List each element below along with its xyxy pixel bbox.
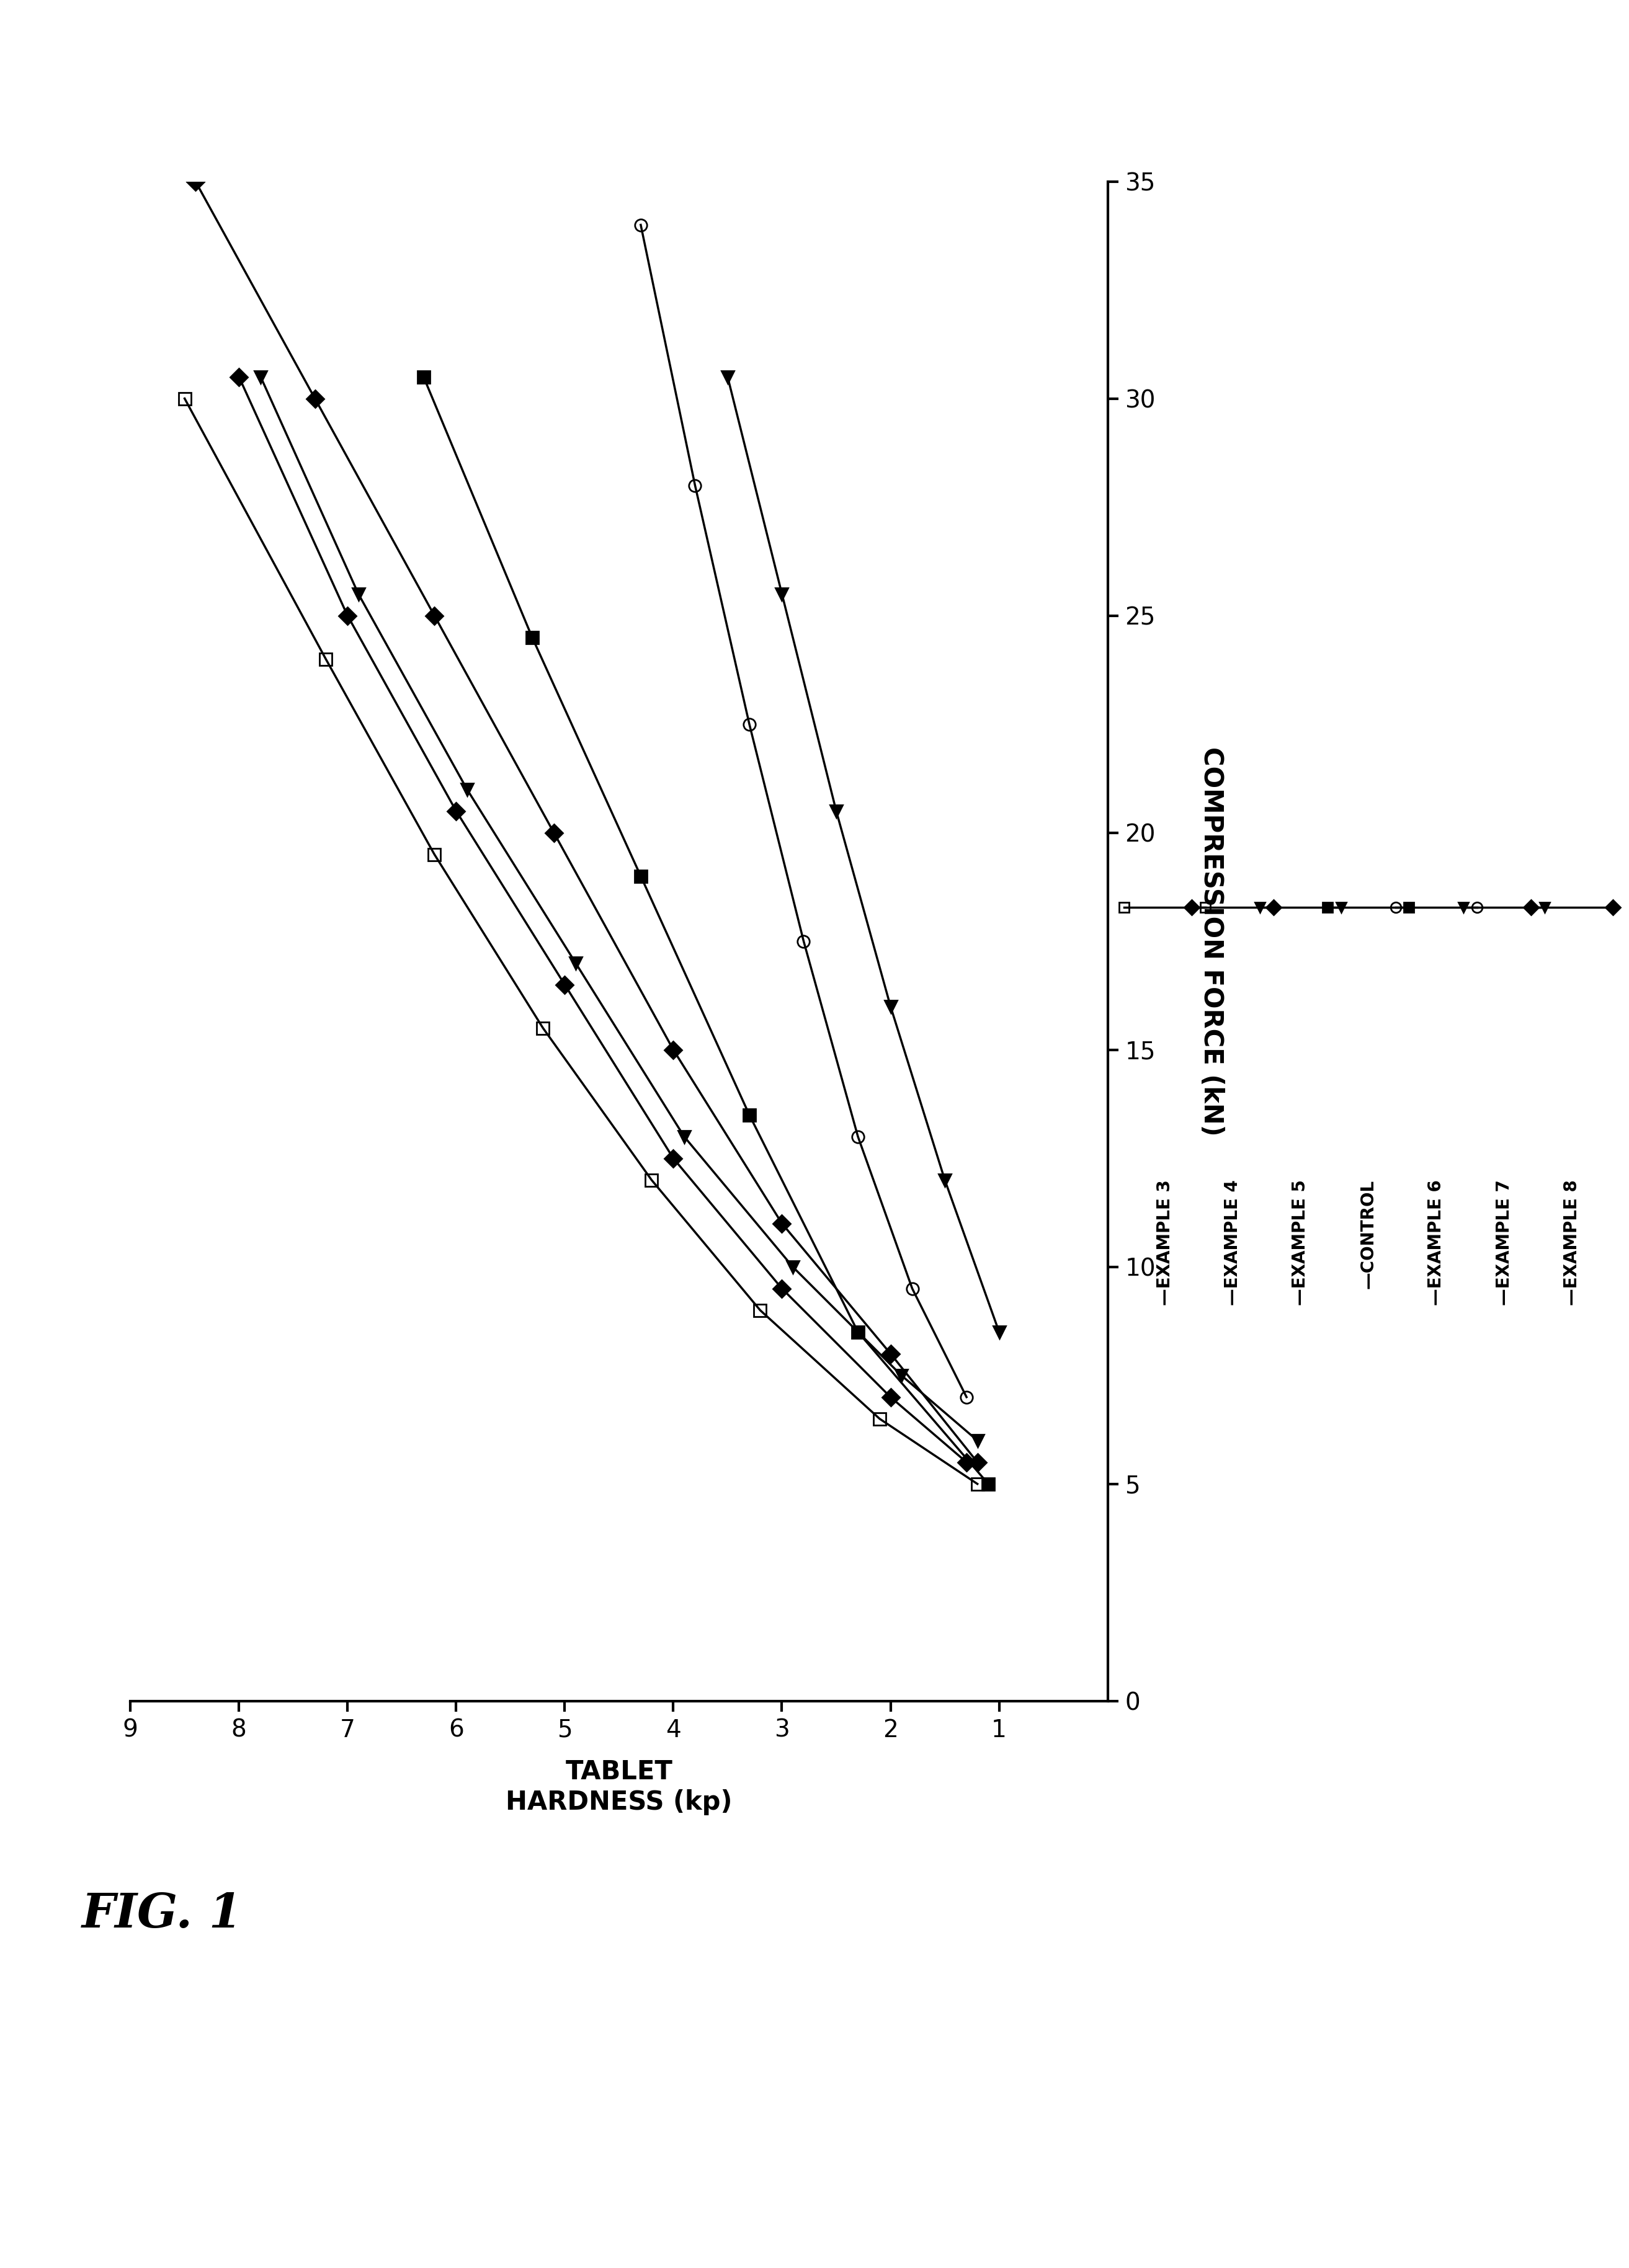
Text: FIG. 1: FIG. 1 — [81, 1892, 243, 1937]
Text: —EXAMPLE 6: —EXAMPLE 6 — [1427, 1179, 1445, 1304]
Text: —EXAMPLE 7: —EXAMPLE 7 — [1495, 1179, 1513, 1304]
Text: —EXAMPLE 4: —EXAMPLE 4 — [1223, 1179, 1241, 1304]
Text: —EXAMPLE 5: —EXAMPLE 5 — [1292, 1179, 1310, 1306]
Text: —CONTROL: —CONTROL — [1360, 1179, 1377, 1288]
X-axis label: TABLET
HARDNESS (kp): TABLET HARDNESS (kp) — [505, 1760, 733, 1814]
Text: —EXAMPLE 8: —EXAMPLE 8 — [1564, 1179, 1580, 1304]
Y-axis label: COMPRESSION FORCE (kN): COMPRESSION FORCE (kN) — [1199, 746, 1225, 1136]
Text: —EXAMPLE 3: —EXAMPLE 3 — [1157, 1179, 1173, 1304]
